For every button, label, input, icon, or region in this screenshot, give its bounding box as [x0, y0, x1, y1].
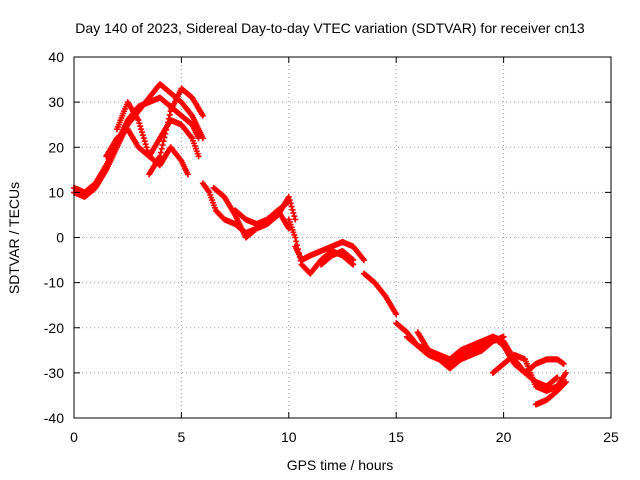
series-sat-track-16	[489, 351, 569, 394]
data-point	[393, 311, 400, 318]
data-point	[166, 111, 173, 118]
data-point	[164, 119, 171, 126]
x-tick-label: 10	[281, 429, 297, 445]
data-point	[184, 171, 191, 178]
x-tick-label: 20	[496, 429, 512, 445]
x-tick-label: 25	[603, 429, 619, 445]
data-point	[562, 378, 569, 385]
data-point	[142, 141, 149, 148]
series-sat-track-15	[414, 329, 507, 372]
data-point	[289, 206, 296, 213]
data-point	[136, 120, 143, 127]
grid	[74, 57, 611, 418]
y-tick-label: -10	[44, 275, 64, 291]
y-axis-ticks: -40 -30 -20 -10 0 10 20 30 40	[44, 49, 611, 426]
data-point	[144, 147, 151, 154]
y-tick-label: 40	[48, 49, 64, 65]
data-point	[292, 216, 299, 223]
data-point	[162, 130, 169, 137]
data-point	[141, 138, 148, 145]
data-point	[285, 193, 292, 200]
y-tick-label: 30	[48, 94, 64, 110]
data-point	[360, 255, 367, 262]
data-point	[350, 257, 357, 264]
x-tick-label: 5	[178, 429, 186, 445]
series-sat-track-7	[210, 184, 299, 241]
series-sat-track-12	[360, 270, 400, 318]
data-point	[561, 379, 568, 386]
y-tick-label: 10	[48, 184, 64, 200]
y-tick-label: 0	[56, 230, 64, 246]
x-axis-ticks: 0 5 10 15 20 25	[70, 57, 619, 445]
series-sat-track-4	[113, 99, 191, 178]
x-axis-label: GPS time / hours	[287, 457, 394, 473]
x-tick-label: 0	[70, 429, 78, 445]
data-point	[188, 111, 195, 118]
series-sat-track-5	[146, 85, 206, 178]
series-sat-track-14	[403, 333, 567, 376]
y-tick-label: 20	[48, 139, 64, 155]
data-point	[560, 360, 567, 367]
series-sat-track-2	[71, 94, 202, 196]
y-tick-label: -30	[44, 365, 64, 381]
data-point	[135, 117, 142, 124]
data-point	[137, 123, 144, 130]
chart-title: Day 140 of 2023, Sidereal Day-to-day VTE…	[75, 20, 585, 36]
data-point	[290, 210, 297, 217]
data-point	[164, 123, 171, 130]
data-point	[161, 134, 168, 141]
data-point	[554, 374, 561, 381]
data-point	[287, 200, 294, 207]
data-point	[165, 115, 172, 122]
data-point	[293, 238, 300, 245]
data-point	[360, 257, 367, 264]
data-point	[199, 112, 206, 119]
data-point	[140, 135, 147, 142]
data-point	[195, 135, 202, 142]
data-point	[500, 333, 507, 340]
series-sat-track-17	[532, 378, 569, 408]
x-tick-label: 15	[388, 429, 404, 445]
data-series	[71, 81, 569, 408]
y-tick-label: -40	[44, 410, 64, 426]
data-point	[163, 126, 170, 133]
series-sat-track-10	[292, 239, 367, 264]
y-tick-label: -20	[44, 320, 64, 336]
data-point	[195, 153, 202, 160]
data-point	[291, 213, 298, 220]
data-point	[143, 144, 150, 151]
y-axis-label: SDTVAR / TECUs	[6, 182, 22, 294]
data-point	[145, 150, 152, 157]
data-point	[139, 129, 146, 136]
data-point	[188, 134, 195, 141]
data-point	[177, 156, 184, 163]
data-point	[138, 126, 145, 133]
data-point	[159, 141, 166, 148]
series-sat-track-8	[232, 207, 292, 232]
data-point	[286, 197, 293, 204]
data-point	[139, 132, 146, 139]
series-sat-track-1	[71, 81, 206, 200]
data-point	[288, 203, 295, 210]
data-point	[156, 153, 163, 160]
data-point	[562, 369, 569, 376]
data-point	[158, 145, 165, 152]
data-point	[292, 234, 299, 241]
series-sat-track-11	[318, 248, 357, 268]
data-point	[157, 149, 164, 156]
data-point	[160, 138, 167, 145]
